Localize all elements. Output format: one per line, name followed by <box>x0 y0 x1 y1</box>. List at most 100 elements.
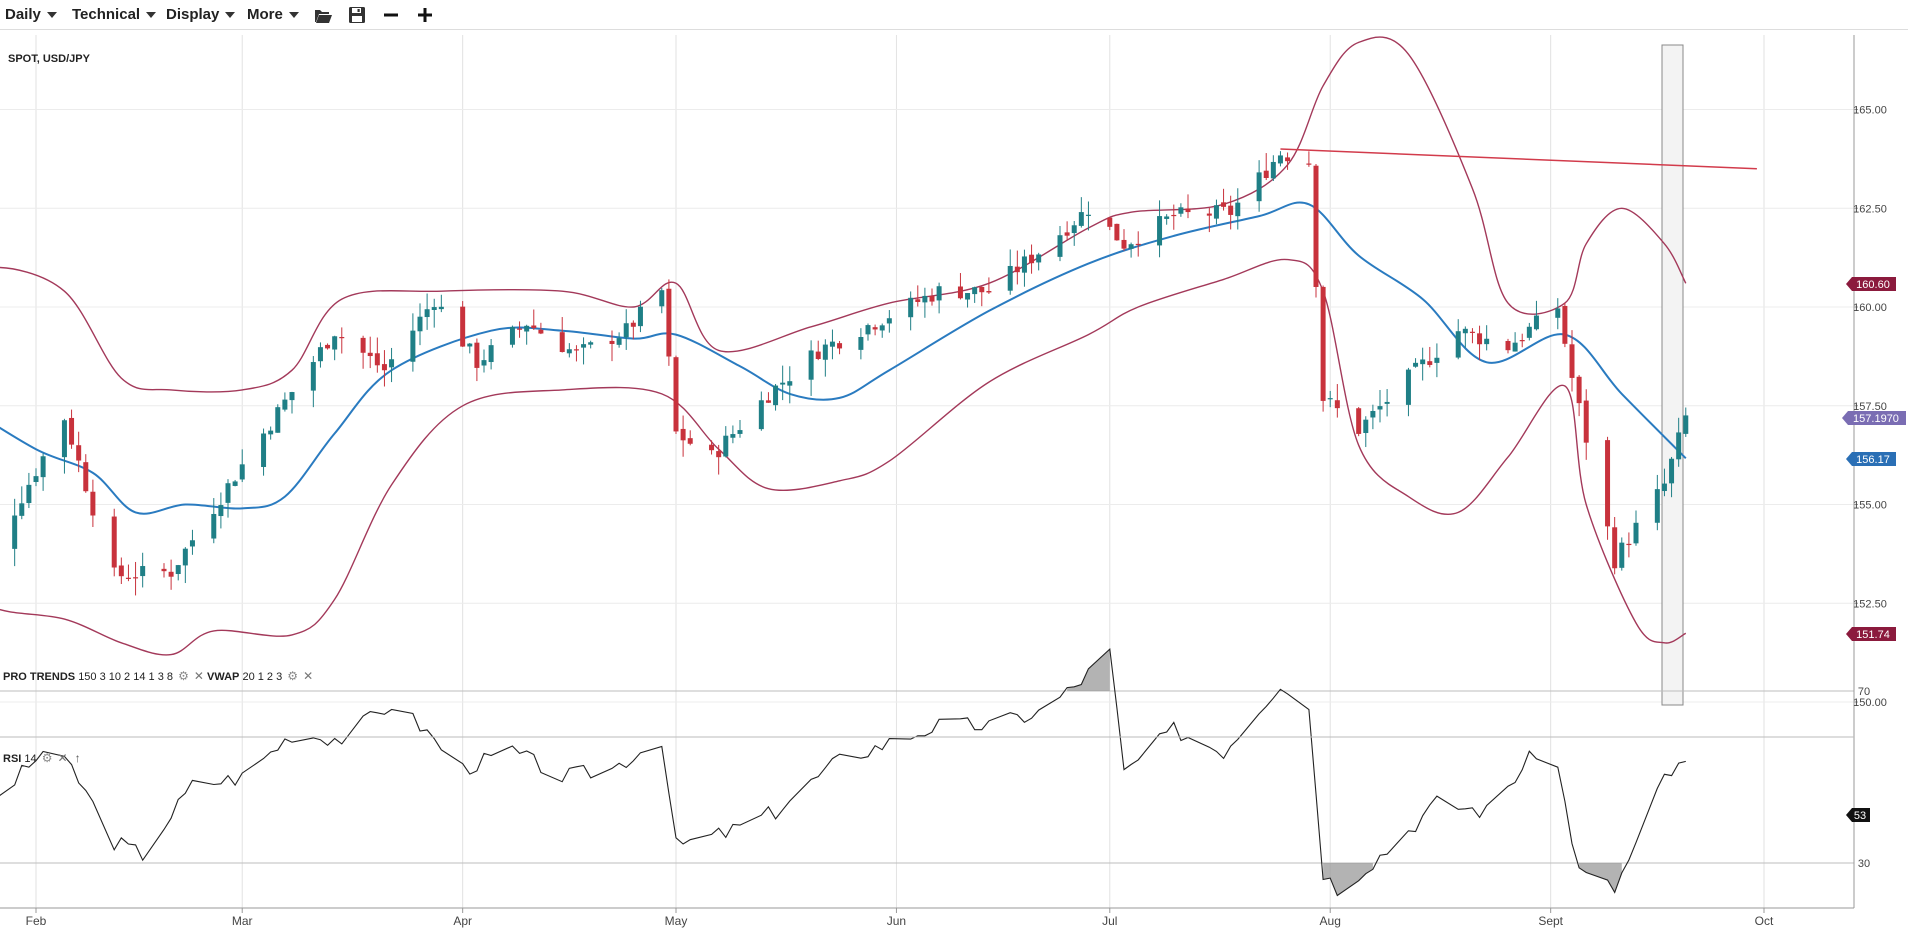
arrow-up-icon[interactable]: ↑ <box>74 751 81 765</box>
candle-body <box>979 286 985 293</box>
candle-body <box>232 481 238 486</box>
candle-body <box>1669 458 1675 484</box>
candle-body <box>218 505 224 517</box>
candle-body <box>524 325 530 332</box>
candle-body <box>381 364 387 371</box>
display-dropdown[interactable]: Display <box>166 0 236 30</box>
more-dropdown-label: More <box>247 6 283 23</box>
candle-body <box>1633 522 1639 544</box>
candle-body <box>1512 342 1518 352</box>
candle-body <box>559 332 565 352</box>
candle-body <box>438 306 444 310</box>
close-icon[interactable]: ✕ <box>303 669 314 683</box>
x-tick-label: May <box>665 914 688 928</box>
vwap-params: 20 1 2 3 <box>242 671 283 683</box>
candle-body <box>723 435 729 457</box>
candle-body <box>467 343 473 347</box>
candle-body <box>332 336 338 350</box>
bollinger-bands <box>0 36 1687 656</box>
x-tick-label: Sept <box>1538 914 1563 928</box>
candle-body <box>588 342 594 345</box>
candle-body <box>1157 216 1163 246</box>
candle-body <box>1519 340 1525 342</box>
candle-body <box>1021 256 1027 273</box>
rsi-panel <box>0 647 1854 897</box>
close-icon[interactable]: ✕ <box>193 669 204 683</box>
pro-trends-legend: PRO TRENDS 150 3 10 2 14 1 3 8 ⚙ ✕ <box>3 669 204 683</box>
candle-body <box>965 293 971 300</box>
technical-dropdown[interactable]: Technical <box>72 0 157 30</box>
candle-body <box>133 577 139 579</box>
candle-body <box>1178 207 1184 214</box>
candle-body <box>1185 208 1191 213</box>
candle-body <box>623 323 629 338</box>
candle-body <box>26 484 32 504</box>
candle-body <box>310 362 316 391</box>
trendline[interactable] <box>1280 148 1757 170</box>
y-tick-label: 152.50 <box>1853 598 1887 610</box>
candle-body <box>90 491 96 516</box>
gear-icon[interactable]: ⚙ <box>41 751 53 765</box>
interval-dropdown[interactable]: Daily <box>5 0 57 30</box>
candle-body <box>829 341 835 347</box>
candle-body <box>474 342 480 368</box>
candle-body <box>1036 254 1042 263</box>
candle-body <box>787 381 793 386</box>
zoom-in-icon[interactable] <box>414 4 436 26</box>
candle-body <box>225 483 231 503</box>
candle-body <box>1626 543 1632 546</box>
candle-body <box>317 347 323 362</box>
candle-body <box>915 299 921 302</box>
candle-body <box>716 451 722 458</box>
zoom-out-icon[interactable] <box>380 4 402 26</box>
last-price-badge <box>1842 411 1906 425</box>
candle-body <box>268 430 274 435</box>
gear-icon[interactable]: ⚙ <box>178 669 189 683</box>
candles <box>12 151 1689 596</box>
candle-body <box>1135 243 1141 246</box>
candle-body <box>822 344 828 360</box>
x-tick-label: Jul <box>1102 914 1117 928</box>
candle-body <box>1562 305 1568 344</box>
candle-body <box>83 462 89 492</box>
candle-body <box>19 503 25 516</box>
candle-body <box>1569 344 1575 378</box>
candle-body <box>1619 542 1625 568</box>
gear-icon[interactable]: ⚙ <box>287 669 299 683</box>
candle-body <box>1605 440 1611 527</box>
candle-body <box>637 306 643 327</box>
candle-body <box>1078 212 1084 226</box>
candle-body <box>1107 217 1113 227</box>
display-dropdown-label: Display <box>166 6 220 23</box>
folder-open-icon[interactable] <box>312 4 334 26</box>
candle-body <box>175 565 181 575</box>
lower-band-line <box>0 258 1687 656</box>
candle-body <box>1277 155 1283 164</box>
candle-body <box>929 295 935 302</box>
more-dropdown[interactable]: More <box>247 0 299 30</box>
candle-body <box>111 516 117 568</box>
candle-body <box>1114 223 1120 241</box>
candle-body <box>481 360 487 366</box>
candle-body <box>12 515 18 549</box>
candle-body <box>1555 308 1561 318</box>
candle-body <box>1413 362 1419 367</box>
candle-body <box>765 400 771 403</box>
upper-band-value: 160.60 <box>1856 279 1890 291</box>
candle-body <box>161 568 167 572</box>
candle-body <box>1228 205 1234 215</box>
candle-body <box>957 286 963 299</box>
candle-body <box>1370 410 1376 418</box>
candle-body <box>1320 286 1326 401</box>
save-icon[interactable] <box>346 4 368 26</box>
toolbar: Daily Technical Display More <box>0 0 1908 30</box>
vwap-legend: VWAP 20 1 2 3 ⚙ ✕ <box>207 669 313 683</box>
chart-area[interactable]: 150.00 152.50 155.00 157.50 160.00 162.50 165.… <box>0 30 1908 940</box>
y-tick-label: 155.00 <box>1853 500 1887 512</box>
chevron-down-icon <box>146 12 157 19</box>
upper-band-line <box>0 36 1687 393</box>
lower-band-badge <box>1846 627 1896 641</box>
close-icon[interactable]: ✕ <box>57 751 68 765</box>
candle-body <box>1477 333 1483 345</box>
candle-body <box>374 353 380 366</box>
